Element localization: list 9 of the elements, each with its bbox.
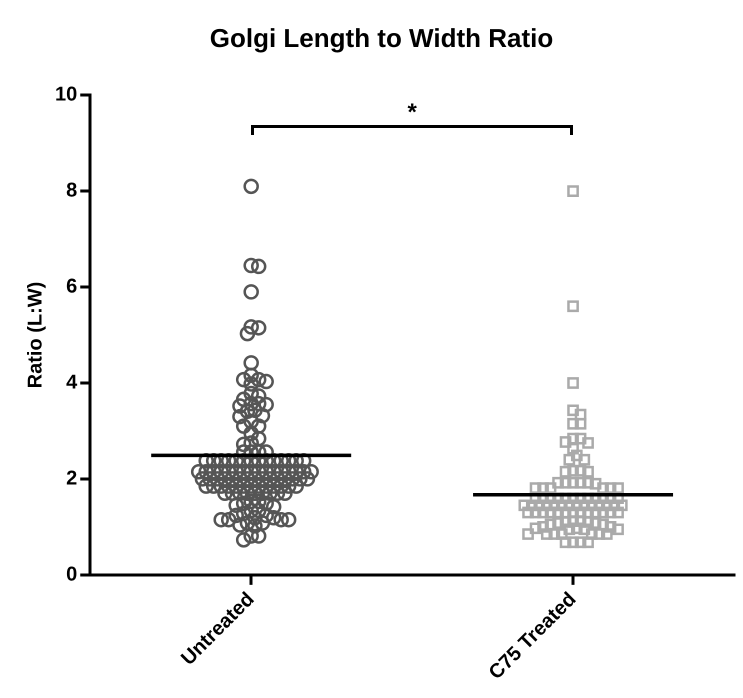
annotation: * <box>407 99 417 128</box>
y-tick-label: 6 <box>66 276 78 298</box>
chart-title: Golgi Length to Width Ratio <box>210 22 554 53</box>
y-tick-label: 10 <box>54 84 78 106</box>
y-tick-label: 8 <box>66 180 78 202</box>
y-tick-label: 4 <box>66 372 78 394</box>
y-tick-label: 0 <box>66 563 78 586</box>
y-tick-label: 2 <box>66 467 78 490</box>
y-axis-title: Ratio (L:W) <box>24 282 47 388</box>
